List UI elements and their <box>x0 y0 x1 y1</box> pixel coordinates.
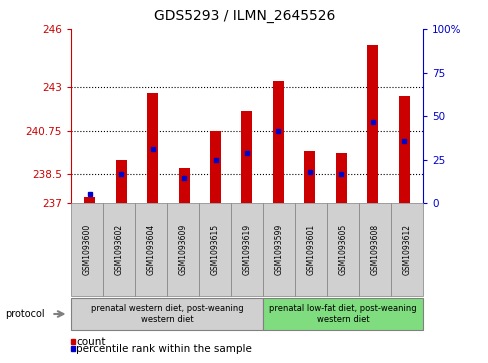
Text: GSM1093600: GSM1093600 <box>82 224 91 275</box>
Bar <box>147 93 158 203</box>
Bar <box>304 151 315 203</box>
Bar <box>398 97 409 203</box>
Bar <box>116 160 126 203</box>
Text: GSM1093619: GSM1093619 <box>242 224 251 275</box>
Text: count: count <box>76 337 105 347</box>
Text: GSM1093612: GSM1093612 <box>402 224 410 275</box>
Bar <box>241 111 252 203</box>
Text: GSM1093609: GSM1093609 <box>178 224 187 275</box>
Text: prenatal western diet, post-weaning
western diet: prenatal western diet, post-weaning west… <box>90 304 243 324</box>
Text: protocol: protocol <box>5 309 44 319</box>
Text: GSM1093601: GSM1093601 <box>306 224 315 275</box>
Bar <box>335 153 346 203</box>
Text: GSM1093605: GSM1093605 <box>338 224 347 275</box>
Bar <box>84 197 95 203</box>
Text: GSM1093604: GSM1093604 <box>146 224 155 275</box>
Text: GSM1093615: GSM1093615 <box>210 224 219 275</box>
Text: GSM1093608: GSM1093608 <box>370 224 379 275</box>
Bar <box>209 131 221 203</box>
Text: prenatal low-fat diet, post-weaning
western diet: prenatal low-fat diet, post-weaning west… <box>268 304 416 324</box>
Text: GSM1093599: GSM1093599 <box>274 224 283 275</box>
Bar <box>366 45 377 203</box>
Bar <box>178 168 189 203</box>
Bar <box>272 81 284 203</box>
Text: percentile rank within the sample: percentile rank within the sample <box>76 343 251 354</box>
Text: GDS5293 / ILMN_2645526: GDS5293 / ILMN_2645526 <box>154 9 334 23</box>
Text: GSM1093602: GSM1093602 <box>114 224 123 275</box>
